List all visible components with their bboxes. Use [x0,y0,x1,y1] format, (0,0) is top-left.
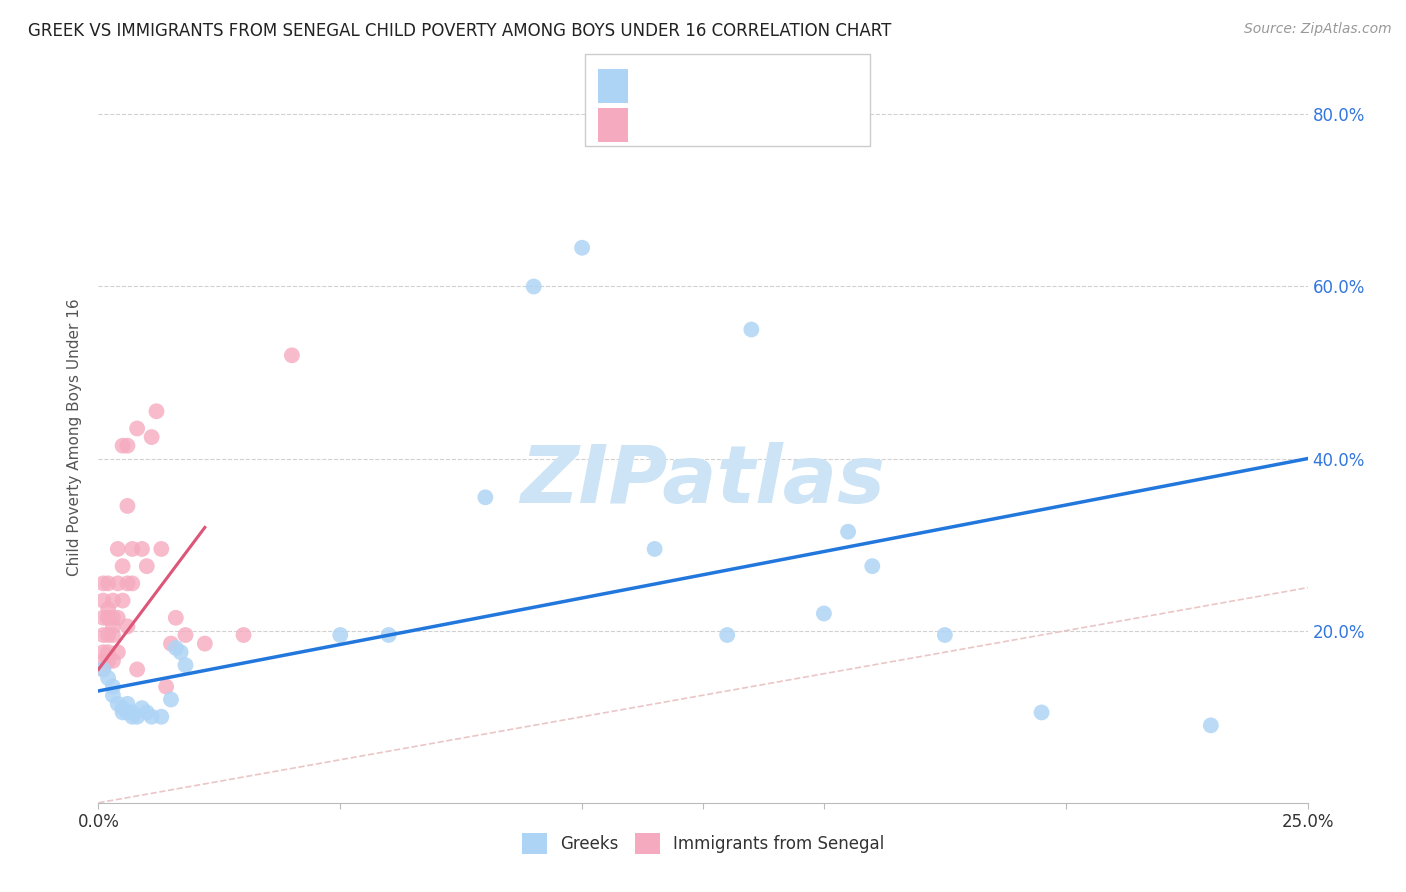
Point [101,654,124,668]
Point [91,654,114,668]
Point [934,628,956,642]
Point [160,637,183,651]
Point [101,628,124,642]
Point [107,697,129,711]
Point [91,662,114,676]
Point [121,576,143,591]
Text: R = 0.262   N = 46: R = 0.262 N = 46 [640,106,810,124]
Point [860,559,883,574]
Point [101,593,124,607]
Point [101,619,124,633]
Point [160,692,183,706]
Point [813,607,835,621]
Point [97,576,120,591]
Point [135,706,157,720]
Point [150,710,173,724]
Point [117,619,139,633]
Point [107,611,129,625]
Point [91,611,114,625]
Y-axis label: Child Poverty Among Boys Under 16: Child Poverty Among Boys Under 16 [67,298,83,576]
Point [837,524,859,539]
Point [117,439,139,453]
Point [165,640,187,655]
Point [117,697,139,711]
Point [97,671,120,685]
Point [107,645,129,659]
Point [135,559,157,574]
Point [91,628,114,642]
Point [127,710,149,724]
Point [740,322,762,336]
Point [169,645,191,659]
Point [111,439,134,453]
Point [145,404,167,418]
Point [174,658,197,673]
Text: GREEK VS IMMIGRANTS FROM SENEGAL CHILD POVERTY AMONG BOYS UNDER 16 CORRELATION C: GREEK VS IMMIGRANTS FROM SENEGAL CHILD P… [28,22,891,40]
Point [1031,706,1053,720]
Text: Source: ZipAtlas.com: Source: ZipAtlas.com [1244,22,1392,37]
Point [117,499,139,513]
Point [155,680,177,694]
Text: ZIPatlas: ZIPatlas [520,442,886,520]
Point [97,602,120,616]
Point [91,662,114,676]
Point [131,541,153,556]
Point [165,611,187,625]
Text: R = 0.342   N = 34: R = 0.342 N = 34 [640,65,810,83]
Point [141,710,163,724]
Point [91,593,114,607]
Point [121,710,143,724]
Point [141,430,163,444]
Point [150,541,173,556]
Point [117,706,139,720]
Point [111,706,134,720]
Point [232,628,254,642]
Point [97,611,120,625]
Point [121,541,143,556]
Point [117,576,139,591]
Point [644,541,666,556]
Point [523,279,546,293]
Point [91,645,114,659]
Point [127,662,149,676]
Point [474,491,496,505]
Point [107,576,129,591]
Point [1199,718,1222,732]
Point [571,241,593,255]
Point [131,701,153,715]
Point [101,680,124,694]
Point [111,559,134,574]
Point [174,628,197,642]
Point [111,701,134,715]
Point [107,541,129,556]
Point [97,611,120,625]
Point [91,576,114,591]
Point [101,611,124,625]
Legend: Greeks, Immigrants from Senegal: Greeks, Immigrants from Senegal [515,827,891,860]
Point [97,645,120,659]
Point [194,637,217,651]
Point [101,688,124,702]
Point [97,628,120,642]
Point [127,421,149,435]
Point [111,593,134,607]
Point [121,706,143,720]
Point [97,654,120,668]
Point [716,628,738,642]
Point [377,628,399,642]
Point [329,628,352,642]
Point [281,348,304,362]
